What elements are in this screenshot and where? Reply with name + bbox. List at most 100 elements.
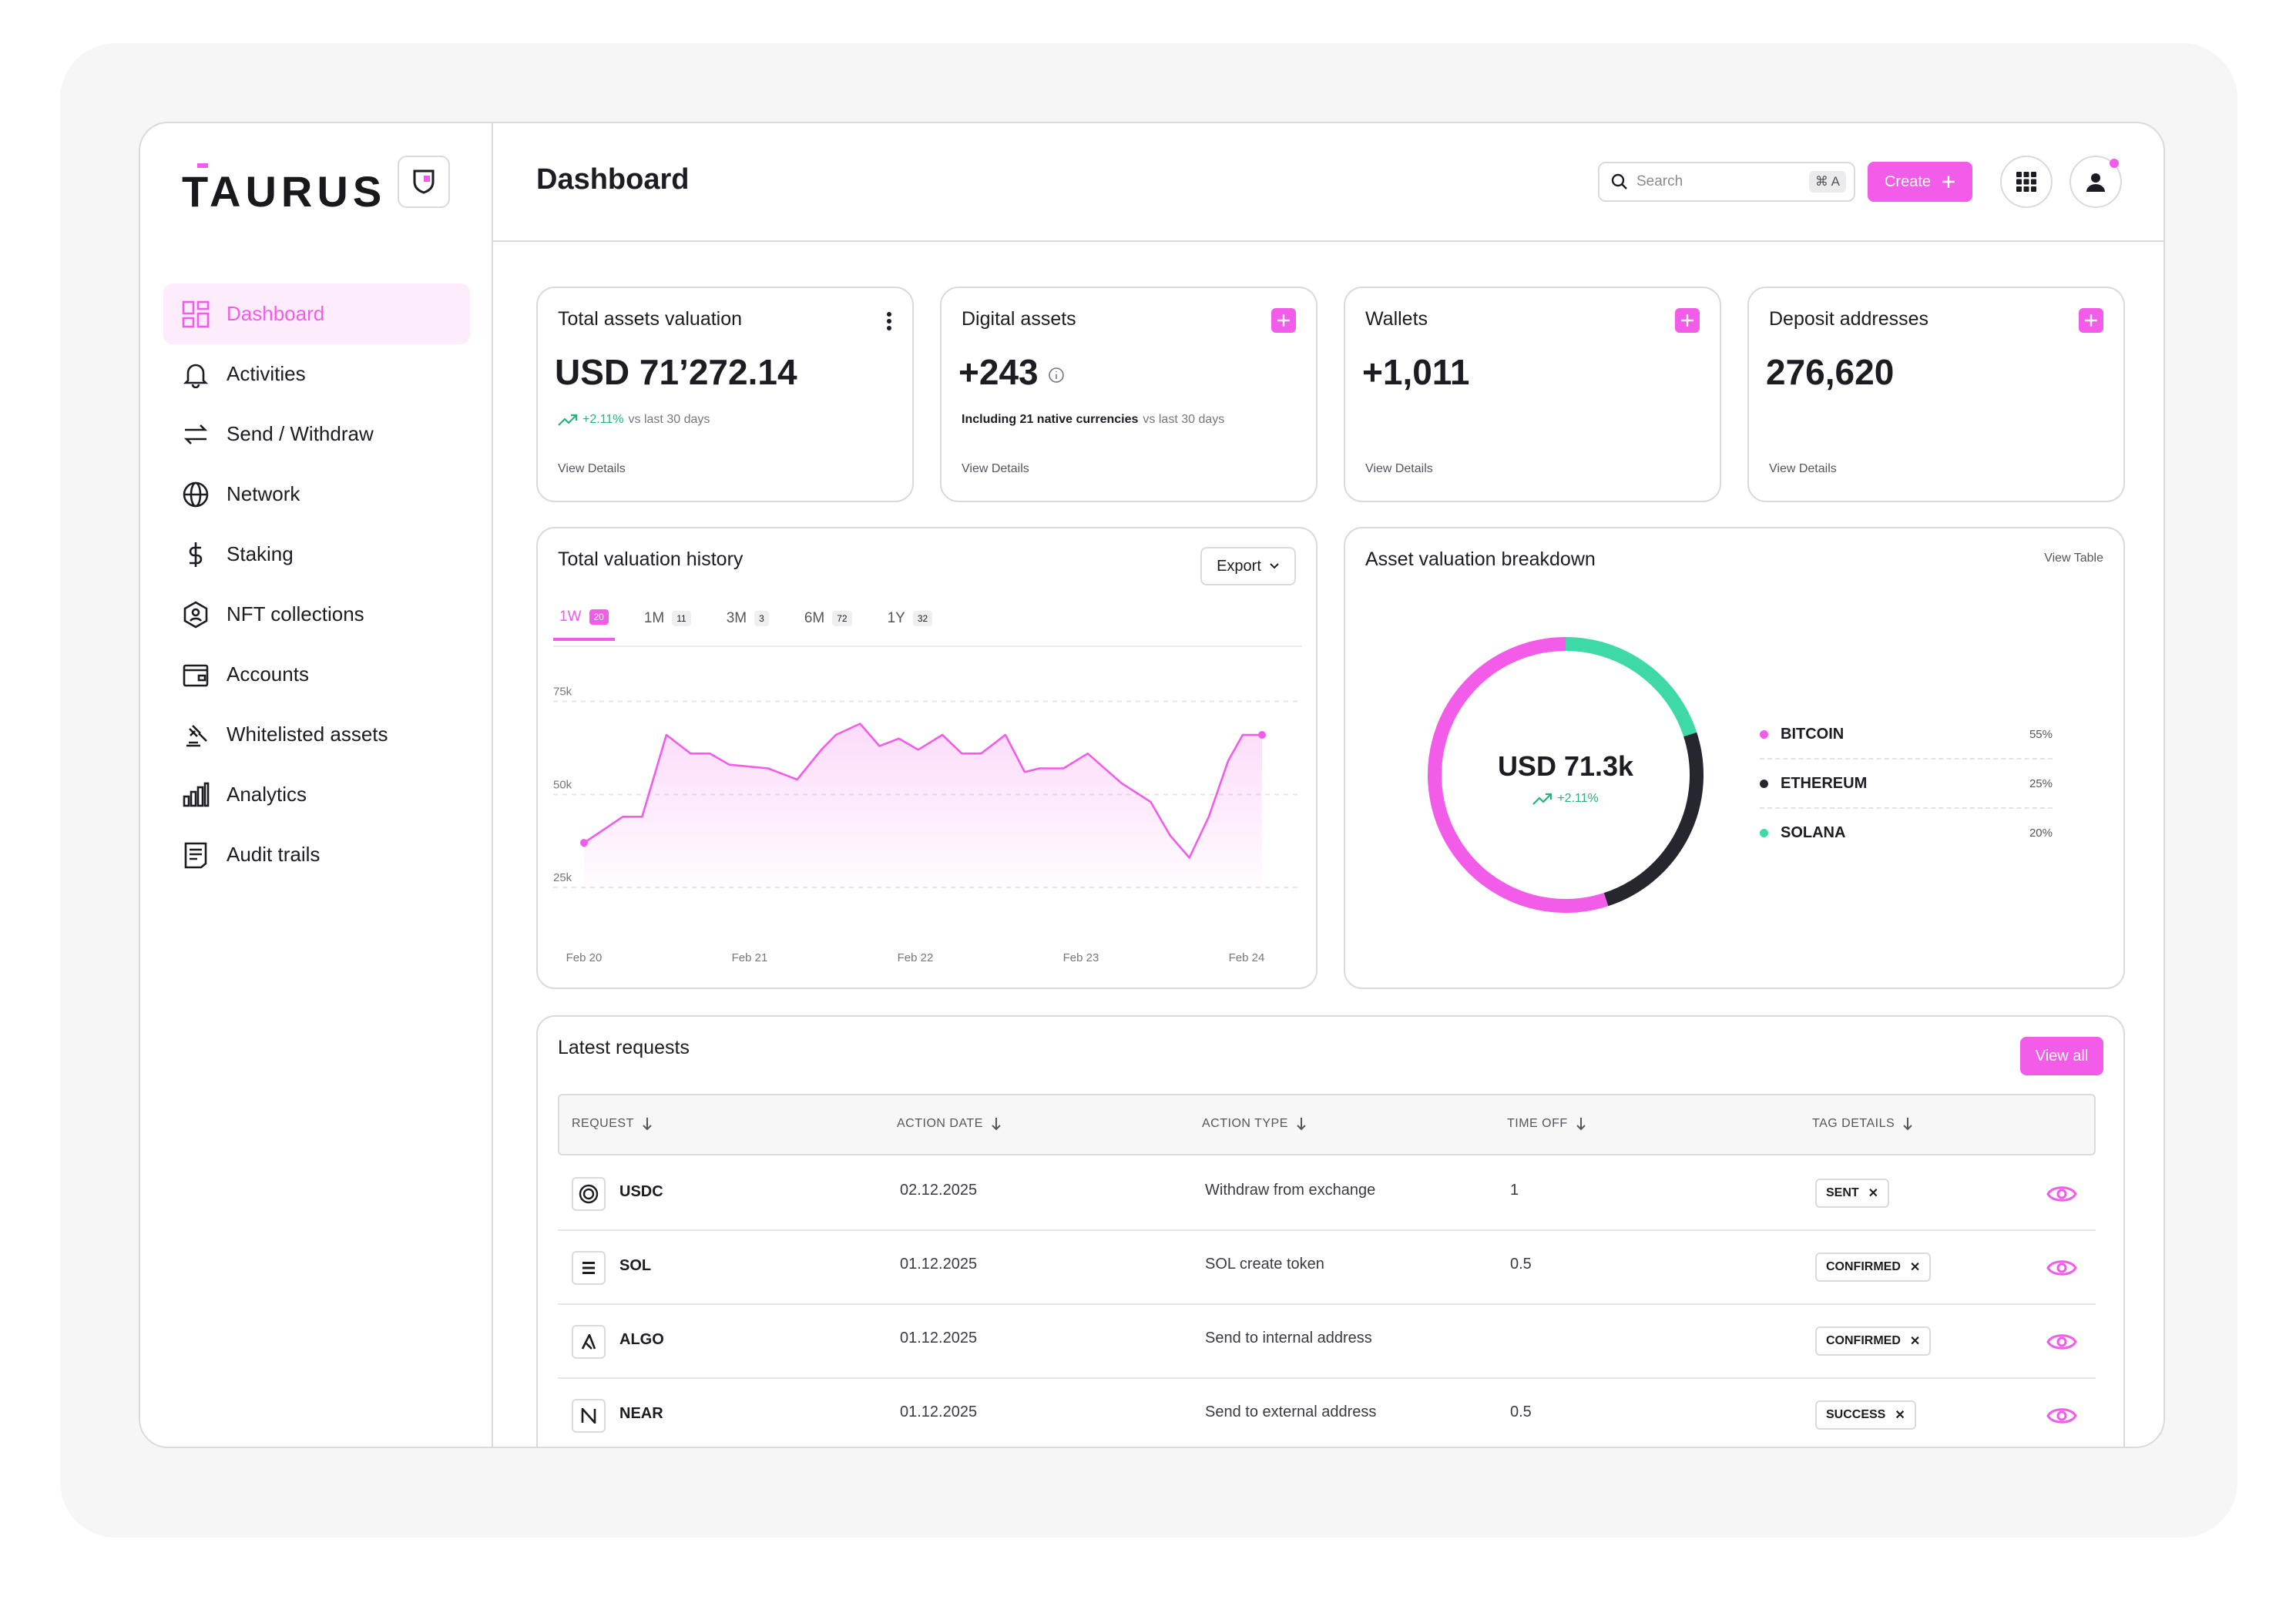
- remove-tag-icon[interactable]: ✕: [1895, 1409, 1905, 1422]
- remove-tag-icon[interactable]: ✕: [1909, 1261, 1921, 1274]
- apps-grid-icon: [2016, 172, 2036, 192]
- near-icon: [572, 1399, 606, 1433]
- legend-pct: 25%: [2029, 776, 2053, 790]
- tab-1y[interactable]: 1Y 32: [881, 602, 939, 641]
- sidebar-item-label: Analytics: [227, 783, 307, 806]
- remove-tag-icon[interactable]: ✕: [1909, 1335, 1921, 1348]
- info-icon[interactable]: [1048, 367, 1065, 384]
- legend-item-ethereum: ETHEREUM 25%: [1760, 760, 2053, 807]
- donut-slice-bitcoin[interactable]: [1428, 637, 1609, 913]
- sort-arrow-icon: [1576, 1118, 1586, 1131]
- sidebar-item-analytics[interactable]: Analytics: [163, 764, 470, 825]
- center-change-value: +2.11%: [1557, 792, 1599, 805]
- status-label: SENT: [1826, 1186, 1859, 1199]
- view-table-link[interactable]: View Table: [2044, 552, 2103, 565]
- chevron-down-icon: [1270, 563, 1279, 569]
- legend-divider: [1760, 807, 2053, 809]
- x-tick-label: Feb 24: [1229, 951, 1265, 964]
- eye-icon[interactable]: [2046, 1180, 2077, 1208]
- table-row[interactable]: USDC 02.12.2025 Withdraw from exchange 1…: [558, 1157, 2096, 1231]
- sidebar-item-network[interactable]: Network: [163, 464, 470, 525]
- legend-label: ETHEREUM: [1781, 774, 1868, 792]
- card-title: Digital assets: [962, 308, 1076, 330]
- shield-button[interactable]: [398, 156, 450, 208]
- donut-slice-ethereum[interactable]: [1603, 732, 1704, 907]
- card-wallets: Wallets +1,011 View Details: [1344, 287, 1721, 502]
- tab-label: 3M: [726, 610, 747, 626]
- create-button[interactable]: Create: [1868, 162, 1972, 202]
- tab-count: 72: [832, 611, 852, 626]
- tab-3m[interactable]: 3M 3: [720, 602, 775, 641]
- series-start-point: [580, 839, 588, 847]
- search-input[interactable]: Search ⌘ A: [1598, 162, 1855, 202]
- solana-icon: [572, 1251, 606, 1285]
- profile-button[interactable]: [2069, 156, 2122, 208]
- series-area: [584, 723, 1262, 888]
- search-icon: [1611, 173, 1627, 189]
- notification-dot: [2110, 159, 2119, 168]
- view-details-link[interactable]: View Details: [558, 462, 626, 475]
- document-icon: [180, 840, 211, 870]
- eye-icon[interactable]: [2046, 1254, 2077, 1282]
- column-header-action-date[interactable]: ACTION DATE: [897, 1117, 1002, 1131]
- sidebar-item-dashboard[interactable]: Dashboard: [163, 283, 470, 344]
- view-details-link[interactable]: View Details: [1365, 462, 1433, 475]
- trend-up-icon: [1532, 793, 1552, 805]
- time-off: 0.5: [1510, 1403, 1532, 1420]
- sidebar: TAURUS Dashboard Activities Send / Withd…: [140, 123, 493, 1447]
- sidebar-item-whitelisted-assets[interactable]: Whitelisted assets: [163, 704, 470, 765]
- legend-label: BITCOIN: [1781, 725, 1845, 743]
- sidebar-item-audit-trails[interactable]: Audit trails: [163, 824, 470, 885]
- x-tick-label: Feb 21: [732, 951, 768, 964]
- apps-button[interactable]: [2000, 156, 2053, 208]
- view-all-button[interactable]: View all: [2020, 1037, 2103, 1075]
- tab-1w[interactable]: 1W 20: [553, 602, 615, 641]
- remove-tag-icon[interactable]: ✕: [1868, 1187, 1879, 1200]
- sort-arrow-icon: [1297, 1118, 1306, 1131]
- sort-arrow-icon: [1903, 1118, 1912, 1131]
- legend-pct: 20%: [2029, 826, 2053, 840]
- column-header-request[interactable]: REQUEST: [572, 1117, 653, 1131]
- eye-icon[interactable]: [2046, 1328, 2077, 1356]
- action-date: 02.12.2025: [900, 1182, 978, 1199]
- action-type: Withdraw from exchange: [1205, 1182, 1376, 1199]
- change-value: +2.11%: [582, 413, 624, 426]
- sidebar-item-accounts[interactable]: Accounts: [163, 644, 470, 705]
- gavel-icon: [180, 719, 211, 750]
- sort-arrow-icon: [992, 1118, 1001, 1131]
- export-dropdown[interactable]: Export: [1200, 547, 1296, 585]
- column-header-action-type[interactable]: ACTION TYPE: [1202, 1117, 1307, 1131]
- card-title: Total assets valuation: [558, 308, 743, 330]
- sidebar-item-nft-collections[interactable]: NFT collections: [163, 584, 470, 645]
- add-wallet-button[interactable]: [1675, 308, 1700, 333]
- kebab-menu-icon[interactable]: [886, 311, 892, 331]
- create-button-label: Create: [1884, 173, 1932, 190]
- sidebar-item-activities[interactable]: Activities: [163, 344, 470, 404]
- tab-6m[interactable]: 6M 72: [798, 602, 858, 641]
- search-placeholder: Search: [1636, 173, 1683, 189]
- sidebar-item-staking[interactable]: Staking: [163, 524, 470, 585]
- column-header-time-off[interactable]: TIME OFF: [1507, 1117, 1586, 1131]
- series-line: [583, 723, 1262, 859]
- view-details-link[interactable]: View Details: [1769, 462, 1837, 475]
- eye-icon[interactable]: [2046, 1402, 2077, 1430]
- tab-label: 6M: [804, 610, 825, 626]
- tab-1m[interactable]: 1M 11: [638, 602, 697, 641]
- sidebar-item-label: Activities: [227, 362, 306, 385]
- sidebar-item-label: Accounts: [227, 662, 309, 686]
- sidebar-item-send-withdraw[interactable]: Send / Withdraw: [163, 404, 470, 464]
- grid-icon: [180, 299, 211, 330]
- status-label: CONFIRMED: [1826, 1260, 1901, 1273]
- donut-slice-solana[interactable]: [1565, 637, 1697, 737]
- table-row[interactable]: ALGO 01.12.2025 Send to internal address…: [558, 1305, 2096, 1379]
- add-deposit-address-button[interactable]: [2079, 308, 2103, 333]
- view-details-link[interactable]: View Details: [962, 462, 1029, 475]
- table-row[interactable]: NEAR 01.12.2025 Send to external address…: [558, 1379, 2096, 1447]
- x-tick-label: Feb 20: [566, 951, 603, 964]
- status-badge: SENT ✕: [1815, 1179, 1890, 1208]
- column-header-tag-details[interactable]: TAG DETAILS: [1812, 1117, 1913, 1131]
- legend-item-bitcoin: BITCOIN 55%: [1760, 710, 2053, 758]
- add-digital-asset-button[interactable]: [1271, 308, 1296, 333]
- table-row[interactable]: SOL 01.12.2025 SOL create token 0.5 CONF…: [558, 1231, 2096, 1305]
- status-label: CONFIRMED: [1826, 1334, 1901, 1347]
